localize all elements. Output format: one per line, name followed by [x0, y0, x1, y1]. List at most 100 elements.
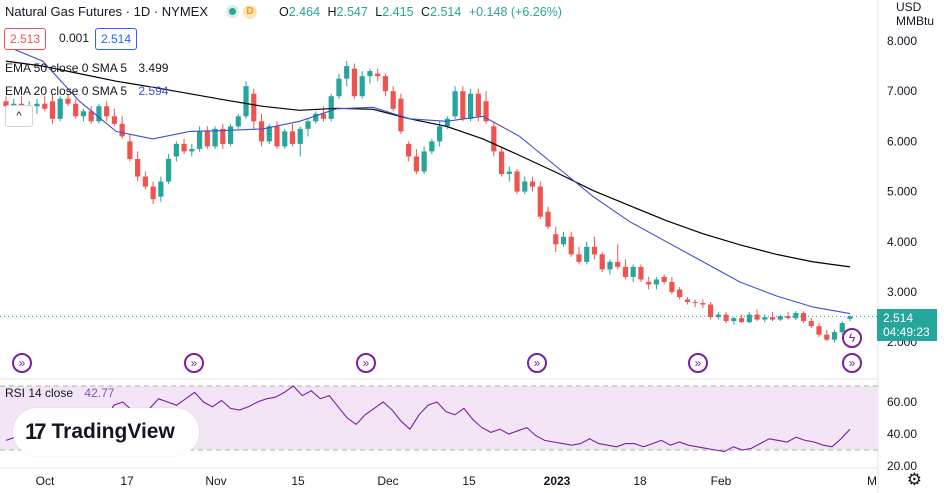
candle-down	[545, 211, 551, 227]
candle-down	[808, 321, 814, 327]
price-tick-label: 4.000	[887, 235, 917, 249]
event-marker-icon[interactable]: »	[527, 353, 547, 373]
countdown-value: 04:49:23	[883, 325, 930, 339]
candle-down	[684, 299, 690, 303]
candle-down	[646, 281, 652, 285]
ema20-legend[interactable]: EMA 20 close 0 SMA 5 2.594	[5, 84, 168, 98]
candle-down	[49, 101, 56, 119]
candle-down	[251, 93, 257, 122]
candle-up	[173, 143, 179, 157]
candle-up	[762, 317, 768, 320]
chart-header: Natural Gas Futures · 1D · NYMEX D O2.46…	[5, 4, 566, 19]
ema50-label: EMA 50 close 0 SMA 5	[5, 61, 128, 75]
ema20-line	[5, 45, 851, 315]
candle-up	[328, 96, 334, 119]
candle-down	[700, 303, 706, 305]
ema50-legend[interactable]: EMA 50 close 0 SMA 5 3.499	[5, 61, 168, 75]
candle-up	[282, 131, 288, 147]
candle-up	[746, 314, 752, 323]
close-label: C	[421, 4, 431, 19]
bid-price-box[interactable]: 2.513	[4, 28, 47, 50]
candle-down	[460, 91, 466, 119]
candle-down	[638, 266, 644, 280]
rsi-legend[interactable]: RSI 14 close 42.77	[5, 386, 114, 400]
candle-down	[599, 254, 605, 270]
candle-up	[158, 181, 164, 197]
price-tick-label: 6.000	[887, 134, 917, 148]
candle-up	[607, 261, 613, 270]
lightning-icon[interactable]: ϟ	[842, 328, 862, 348]
high-value: 2.547	[336, 4, 368, 19]
delay-badge[interactable]: D	[243, 4, 257, 19]
candle-down	[274, 126, 280, 147]
candle-down	[537, 186, 543, 217]
candle-up	[467, 93, 474, 119]
candle-down	[491, 126, 497, 152]
gear-icon[interactable]: ⚙	[906, 470, 922, 489]
candle-down	[3, 101, 9, 107]
candle-down	[181, 143, 187, 152]
candle-down	[568, 236, 574, 255]
candle-down	[88, 111, 94, 122]
change-value: +0.148 (+6.26%)	[468, 4, 562, 19]
candle-up	[243, 86, 249, 117]
collapse-legend-button[interactable]: ^	[5, 105, 33, 127]
event-marker-icon[interactable]: »	[12, 353, 32, 373]
price-tick-label: 8.000	[887, 34, 917, 48]
candle-down	[390, 91, 396, 109]
ema20-label: EMA 20 close 0 SMA 5	[5, 84, 128, 98]
candle-down	[320, 113, 327, 119]
candle-up	[793, 313, 799, 319]
candle-down	[769, 317, 776, 320]
time-tick-label: 15	[462, 474, 476, 488]
candle-up	[444, 118, 450, 127]
candle-down	[127, 141, 133, 159]
close-value: 2.514	[430, 4, 462, 19]
symbol-title[interactable]: Natural Gas Futures · 1D · NYMEX	[5, 4, 208, 19]
open-label: O	[279, 4, 289, 19]
candle-down	[738, 318, 745, 323]
time-tick-label: Feb	[711, 474, 732, 488]
candle-down	[204, 131, 210, 147]
candle-up	[266, 126, 272, 142]
candle-down	[514, 171, 520, 192]
candle-down	[258, 121, 265, 142]
candle-down	[289, 131, 296, 144]
currency-unit[interactable]: USD MMBtu	[896, 0, 934, 28]
candle-up	[560, 236, 567, 245]
candle-down	[661, 276, 667, 282]
tradingview-logo[interactable]: 17 TradingView	[13, 408, 199, 456]
open-value: 2.464	[288, 4, 321, 19]
candle-up	[96, 106, 102, 122]
event-marker-icon[interactable]: »	[842, 353, 862, 373]
candle-down	[111, 116, 118, 124]
price-tick-label: 5.000	[887, 185, 917, 199]
event-marker-icon[interactable]: »	[184, 353, 204, 373]
candle-up	[367, 71, 373, 77]
candle-down	[553, 234, 559, 245]
candle-up	[584, 246, 590, 262]
event-marker-icon[interactable]: »	[688, 353, 708, 373]
unit-label: MMBtu	[895, 14, 934, 28]
candle-down	[615, 261, 621, 267]
candle-down	[669, 281, 675, 292]
event-marker-icon[interactable]: »	[356, 353, 376, 373]
time-tick-label: 18	[633, 474, 647, 488]
price-tick-label: 3.000	[887, 285, 917, 299]
candle-up	[57, 98, 63, 119]
candle-up	[189, 148, 195, 152]
candle-up	[452, 91, 458, 117]
candle-down	[119, 123, 125, 137]
ohlc-values: O2.464 H2.547 L2.415 C2.514 +0.148 (+6.2…	[279, 5, 566, 19]
candle-up	[506, 171, 512, 175]
candle-up	[831, 332, 838, 340]
ask-price-box[interactable]: 2.514	[95, 28, 138, 50]
candle-down	[150, 186, 156, 200]
time-tick-label: 2023	[544, 474, 571, 488]
time-tick-label: Oct	[36, 474, 55, 488]
candle-up	[429, 141, 435, 152]
logo-text: TradingView	[51, 420, 175, 443]
candle-down	[754, 314, 760, 320]
candle-up	[522, 181, 528, 192]
